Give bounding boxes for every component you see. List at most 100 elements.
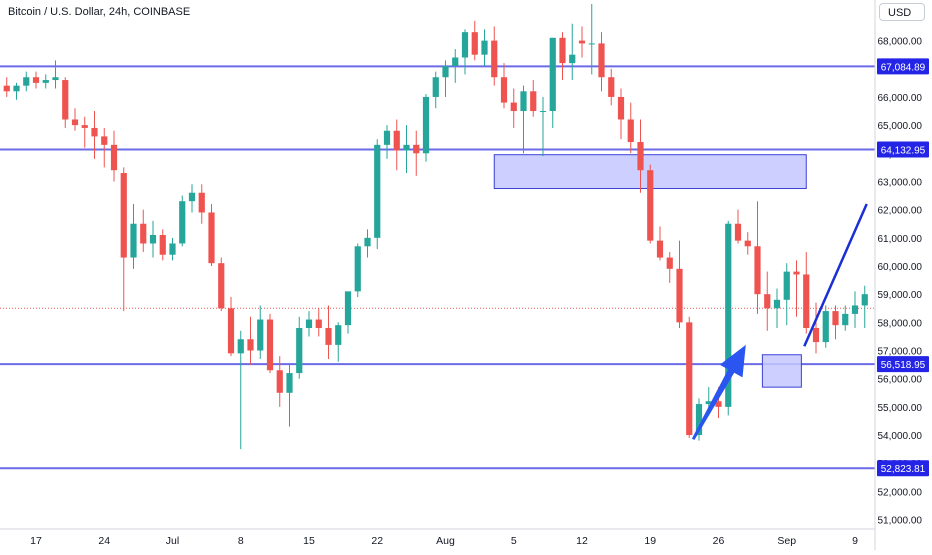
candle: [266, 313, 274, 374]
candle-body: [266, 319, 274, 371]
candle-body: [510, 102, 517, 112]
candle: [325, 305, 332, 359]
candle: [130, 204, 137, 269]
candle-body: [432, 77, 439, 97]
candle-body: [325, 327, 332, 345]
y-tick-label: 63,000.00: [878, 177, 923, 188]
candle: [647, 164, 654, 244]
x-tick-label: 8: [238, 535, 244, 547]
candle-body: [491, 40, 498, 78]
candle: [23, 71, 30, 92]
candle: [793, 260, 800, 317]
candle: [413, 130, 420, 176]
candle: [71, 108, 79, 131]
y-tick-label: 55,000.00: [878, 403, 923, 414]
y-tick-label: 59,000.00: [878, 290, 923, 301]
candle: [725, 220, 732, 416]
y-tick-label: 54,000.00: [878, 431, 923, 442]
candle: [773, 288, 781, 328]
level-label-bg: [877, 58, 929, 75]
y-tick-label: 57,000.00: [878, 347, 923, 358]
candle: [286, 364, 293, 427]
x-tick-label: 26: [713, 535, 725, 547]
candle-body: [842, 313, 849, 326]
candle-body: [578, 40, 586, 44]
projection-line: [803, 203, 868, 347]
candle-body: [637, 142, 644, 171]
candle-body: [442, 65, 449, 78]
candle-body: [744, 240, 751, 247]
candle: [237, 330, 244, 450]
currency-button[interactable]: USD: [879, 3, 925, 21]
level-price-label: 52,823.81: [877, 460, 929, 477]
candle-body: [452, 57, 459, 66]
candle-body: [208, 212, 215, 264]
candle: [149, 220, 157, 258]
candle: [257, 305, 264, 359]
candle-body: [481, 40, 488, 55]
candle: [110, 130, 118, 182]
candle: [676, 240, 683, 328]
candle: [140, 209, 147, 252]
y-tick-label: 62,000.00: [878, 206, 923, 217]
candle: [218, 257, 225, 312]
candle: [198, 184, 205, 224]
x-tick-label: 5: [511, 535, 517, 547]
candle-body: [71, 119, 79, 126]
level-price-label: 64,132.95: [877, 141, 929, 158]
candle: [3, 77, 10, 97]
level-label-bg: [877, 356, 929, 373]
candle-body: [559, 37, 566, 64]
candle-body: [851, 305, 859, 314]
y-tick-label: 56,000.00: [878, 375, 923, 386]
candle-body: [286, 373, 293, 393]
candle: [452, 49, 459, 83]
level-label-bg: [877, 141, 929, 158]
candle-body: [179, 201, 186, 244]
candle-body: [647, 170, 654, 241]
candle: [491, 26, 498, 86]
candle-body: [695, 404, 703, 436]
level-label-text: 67,084.89: [881, 62, 926, 73]
candle: [227, 296, 235, 357]
up-arrow-annotation: [691, 344, 746, 440]
candle: [52, 60, 59, 89]
candle: [461, 29, 469, 75]
candle-body: [3, 85, 10, 92]
y-tick-label: 60,000.00: [878, 262, 923, 273]
chart-title: Bitcoin / U.S. Dollar, 24h, COINBASE: [8, 6, 191, 18]
candle-body: [149, 235, 157, 244]
candle: [686, 316, 693, 438]
candle-body: [403, 144, 410, 151]
candle-body: [120, 173, 127, 258]
candle-body: [110, 144, 118, 171]
candle-body: [627, 119, 634, 143]
level-label-text: 52,823.81: [881, 464, 926, 475]
candle: [159, 229, 166, 261]
x-tick-label: 17: [30, 535, 42, 547]
candle-body: [569, 54, 576, 64]
candle-body: [13, 85, 20, 92]
candle-body: [598, 43, 605, 78]
annotation-layer: [691, 203, 868, 440]
candle-body: [130, 223, 137, 258]
candle-body: [393, 130, 400, 151]
candle-body: [422, 96, 430, 154]
candle: [374, 139, 381, 250]
y-tick-label: 52,000.00: [878, 487, 923, 498]
x-tick-label: 19: [644, 535, 656, 547]
candle: [247, 316, 254, 365]
level-label-bg: [877, 460, 929, 477]
candle: [344, 291, 352, 334]
candle: [569, 23, 576, 81]
candle: [812, 302, 820, 354]
candle-body: [42, 80, 49, 83]
candle-body: [140, 223, 147, 244]
candle: [32, 71, 40, 89]
candle: [608, 68, 615, 106]
x-tick-label: Jul: [166, 535, 179, 547]
candle-body: [315, 319, 322, 328]
candle: [627, 102, 634, 154]
candle-body: [461, 32, 469, 58]
